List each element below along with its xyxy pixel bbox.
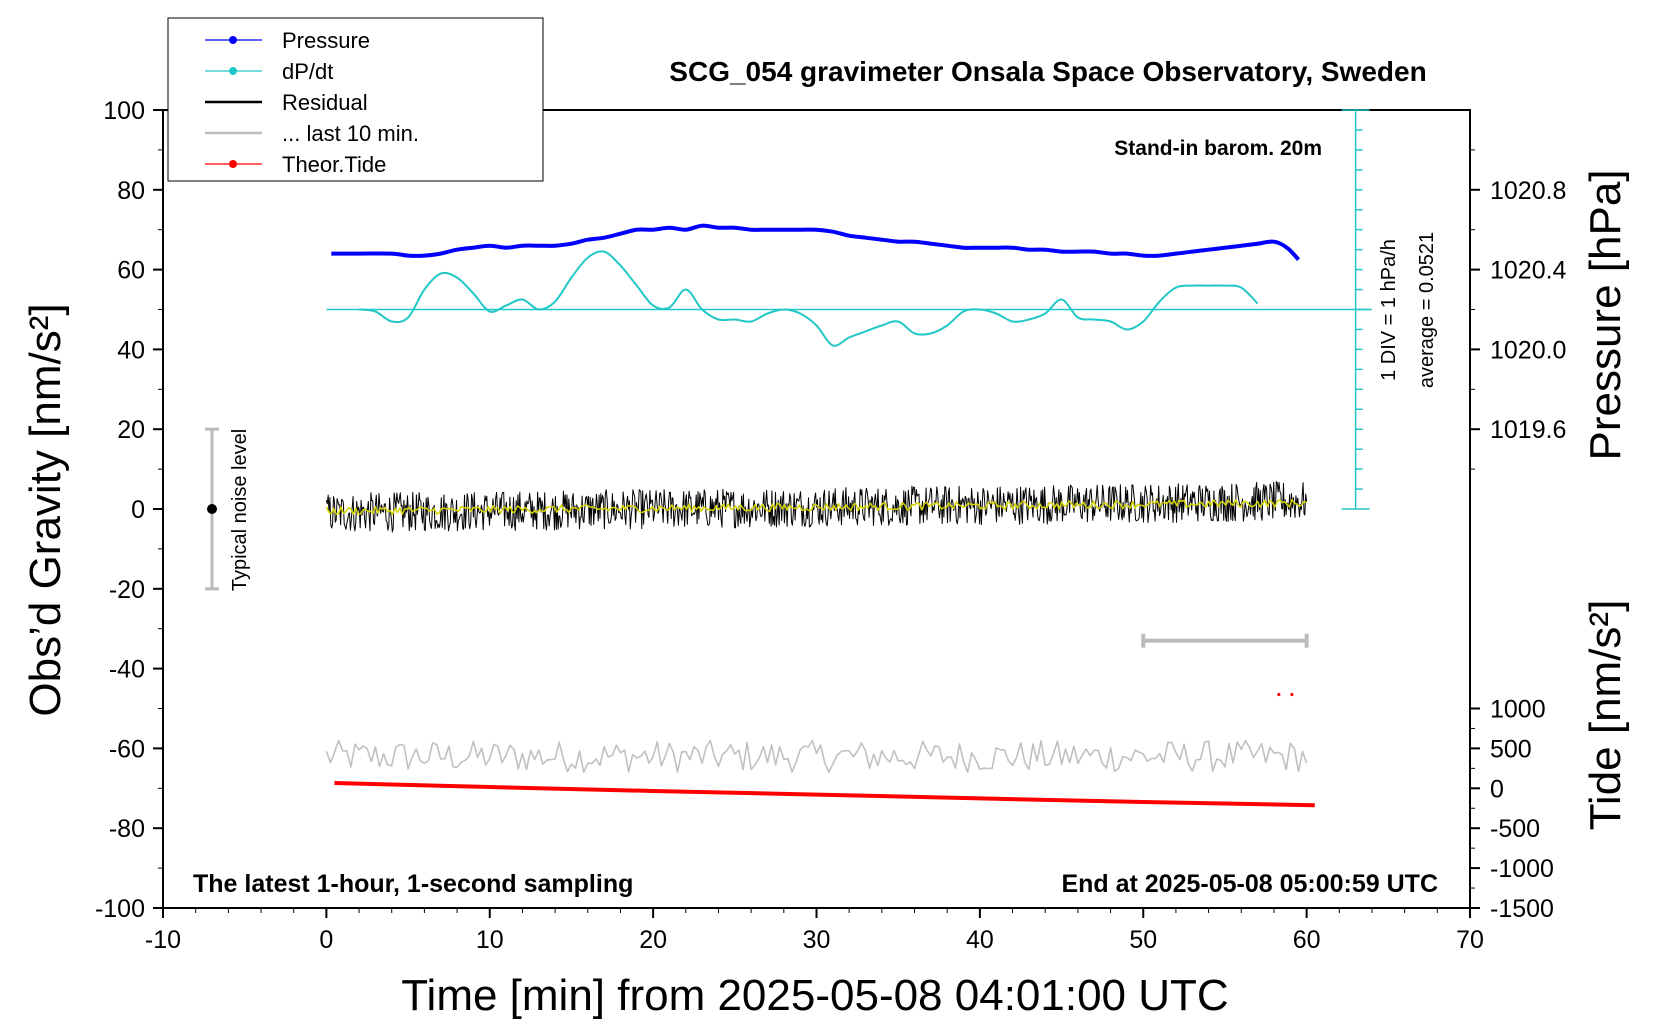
tide-tick-label: 1000 <box>1490 696 1546 724</box>
theor-tide-line <box>334 781 1315 808</box>
pressure-tick-label: 1020.0 <box>1490 336 1566 364</box>
tide-tick-label: -1500 <box>1490 895 1554 923</box>
legend-label: Theor.Tide <box>282 152 386 177</box>
legend-marker <box>229 160 237 168</box>
div-label: 1 DIV = 1 hPa/h <box>1378 239 1400 381</box>
y-axis-left-title: Obs’d Gravity [nm/s²] <box>21 303 70 716</box>
chart-title: SCG_054 gravimeter Onsala Space Observat… <box>669 56 1426 87</box>
legend-marker <box>229 67 237 75</box>
y-left-tick-label: -20 <box>109 576 145 604</box>
y-axis-left: -100 -80 -60 -40 -20 0 20 40 60 80 100 <box>95 97 163 923</box>
y-left-tick-label: 40 <box>117 336 145 364</box>
y-left-tick-label: 0 <box>131 496 145 524</box>
legend: Pressure dP/dt Residual ... last 10 min. The… <box>167 17 544 182</box>
tide-dot <box>1277 692 1281 697</box>
noise-bar-center <box>207 504 218 514</box>
y-left-tick-label: 60 <box>117 257 145 285</box>
legend-marker <box>229 36 237 44</box>
legend-label: Residual <box>282 90 368 115</box>
y-axis-tide: -1500 -1000 -500 0 500 1000 <box>1470 696 1554 923</box>
x-tick-label: 20 <box>639 926 667 954</box>
x-tick-label: 50 <box>1129 926 1157 954</box>
legend-label: Pressure <box>282 28 370 53</box>
x-tick-label: 10 <box>476 926 504 954</box>
legend-box <box>167 17 544 182</box>
x-tick-label: 0 <box>319 926 333 954</box>
residual-line <box>325 481 1308 533</box>
x-tick-label: 30 <box>803 926 831 954</box>
tide-tick-label: -1000 <box>1490 855 1554 883</box>
y-left-tick-label: 80 <box>117 177 145 205</box>
y-left-tick-label: 100 <box>103 97 145 125</box>
pressure-tick-label: 1020.8 <box>1490 177 1566 205</box>
last-10-min-line <box>325 739 1308 773</box>
tide-dot <box>1290 692 1294 697</box>
marks-layer <box>205 109 1372 697</box>
x-tick-label: 40 <box>966 926 994 954</box>
y-left-tick-label: -100 <box>95 895 145 923</box>
pressure-tick-label: 1020.4 <box>1490 257 1567 285</box>
legend-label: dP/dt <box>282 59 333 84</box>
pressure-tick-label: 1019.6 <box>1490 416 1566 444</box>
x-tick-label: 60 <box>1293 926 1321 954</box>
barom-annotation: Stand-in barom. 20m <box>1114 137 1322 160</box>
bottom-left-note: The latest 1-hour, 1-second sampling <box>193 870 633 898</box>
x-tick-label: 70 <box>1456 926 1484 954</box>
y-left-tick-label: 20 <box>117 416 145 444</box>
tide-tick-label: -500 <box>1490 815 1540 843</box>
y-axis-pressure: 1019.6 1020.0 1020.4 1020.8 <box>1470 149 1567 470</box>
x-axis-title: Time [min] from 2025-05-08 04:01:00 UTC <box>401 971 1228 1020</box>
noise-label: Typical noise level <box>229 429 251 591</box>
average-label: average = 0.0521 <box>1416 232 1438 388</box>
x-axis: -10 0 10 20 30 40 50 60 70 <box>145 908 1484 954</box>
dpdt-line <box>358 250 1259 347</box>
bottom-right-note: End at 2025-05-08 05:00:59 UTC <box>1061 870 1438 898</box>
y-left-tick-label: -80 <box>109 815 145 843</box>
pressure-line <box>331 223 1300 261</box>
tide-tick-label: 500 <box>1490 735 1532 763</box>
y-axis-tide-title: Tide [nm/s²] <box>1581 600 1630 831</box>
residual-smoothed-line <box>325 498 1307 516</box>
tide-tick-label: 0 <box>1490 775 1504 803</box>
x-tick-label: -10 <box>145 926 181 954</box>
legend-label: ... last 10 min. <box>282 121 419 146</box>
y-left-tick-label: -40 <box>109 656 145 684</box>
y-axis-pressure-title: Pressure [hPa] <box>1581 169 1630 460</box>
y-left-tick-label: -60 <box>109 735 145 763</box>
series-layer <box>325 223 1315 808</box>
